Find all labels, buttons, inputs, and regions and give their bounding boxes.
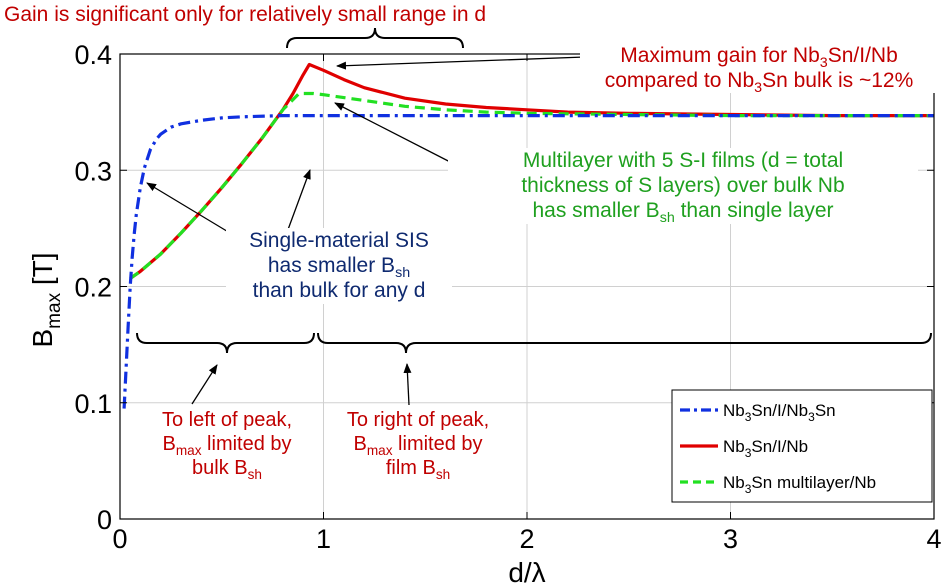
series-line-0 [122, 114, 934, 409]
arrow-sis-2 [285, 169, 311, 236]
annotation-sis: Single-material SIS has smaller Bsh than… [226, 228, 452, 304]
arrow-right-brace [403, 363, 412, 406]
legend-label-1: Nb3Sn/I/Nb [723, 437, 808, 460]
right-line-1: To right of peak, [346, 409, 490, 431]
y-axis-label-main: B [27, 329, 58, 348]
x-axis-label: d/λ [508, 557, 545, 584]
tick-labels: 0 1 2 3 4 0 0.1 0.2 0.3 0.4 [74, 40, 941, 554]
series-lines [122, 62, 934, 409]
legend-label-part: Sn multilayer/Nb [751, 473, 876, 492]
arrow-multilayer [334, 102, 459, 167]
sis-line-1: Single-material SIS [249, 229, 429, 252]
x-tick-label: 4 [926, 524, 941, 554]
left-line-1: To left of peak, [161, 409, 293, 431]
legend-label-part: Sn/I/Nb [751, 437, 808, 456]
legend-label-part: 3 [745, 410, 752, 424]
multilayer-line-3: has smaller Bsh than single layer [532, 199, 834, 227]
arrow-max-gain [336, 56, 586, 70]
y-tick-label: 0.4 [74, 40, 112, 70]
legend-label-part: Sn/I/Nb [751, 401, 808, 420]
legend-label-part: 3 [808, 410, 815, 424]
y-axis-label-unit: [T] [27, 252, 58, 292]
y-axis-label: Bmax [T] [27, 252, 65, 347]
y-tick-label: 0.3 [74, 156, 112, 186]
annotation-multilayer: Multilayer with 5 S-I films (d = total t… [448, 148, 918, 227]
multilayer-line-1: Multilayer with 5 S-I films (d = total [522, 149, 844, 172]
legend-label-part: 3 [745, 482, 752, 496]
y-axis-label-sub: max [44, 292, 65, 328]
multilayer-line-2: thickness of S layers) over bulk Nb [521, 174, 845, 198]
left-brace [136, 332, 315, 354]
x-tick-label: 2 [519, 524, 534, 554]
y-tick-label: 0.2 [74, 273, 112, 303]
left-line-3: bulk Bsh [192, 457, 262, 482]
x-tick-label: 3 [723, 524, 738, 554]
x-tick-label: 1 [316, 524, 331, 554]
right-brace [317, 332, 932, 354]
arrow-left-brace [191, 364, 218, 405]
legend-label-part: 3 [745, 446, 752, 460]
sis-line-2: has smaller Bsh [267, 254, 411, 282]
max-gain-line-2: compared to Nb3Sn bulk is ~12% [604, 69, 914, 97]
arrow-sis-1 [146, 182, 236, 237]
right-line-3: film Bsh [385, 457, 451, 482]
right-line-2: Bmax limited by [353, 433, 483, 458]
annotation-left-of-peak: To left of peak, Bmax limited by bulk Bs… [137, 408, 317, 482]
legend-label-2: Nb3Sn multilayer/Nb [723, 473, 876, 496]
x-tick-label: 0 [112, 524, 127, 554]
legend-label-part: Nb [723, 437, 745, 456]
legend-label-part: Sn [815, 401, 836, 420]
y-tick-label: 0 [97, 505, 112, 535]
sis-line-3: than bulk for any d [252, 279, 426, 303]
legend-label-0: Nb3Sn/I/Nb3Sn [723, 401, 836, 424]
annotation-max-gain: Maximum gain for Nb3Sn/I/Nb compared to … [580, 43, 938, 97]
legend-label-part: Nb [723, 401, 745, 420]
max-gain-line-1: Maximum gain for Nb3Sn/I/Nb [620, 44, 898, 71]
annotation-top-gain: Gain is significant only for relatively … [4, 3, 487, 26]
left-line-2: Bmax limited by [162, 433, 292, 458]
top-brace [286, 27, 464, 49]
y-tick-label: 0.1 [74, 389, 112, 419]
legend-label-part: Nb [723, 473, 745, 492]
annotation-right-of-peak: To right of peak, Bmax limited by film B… [330, 408, 506, 482]
